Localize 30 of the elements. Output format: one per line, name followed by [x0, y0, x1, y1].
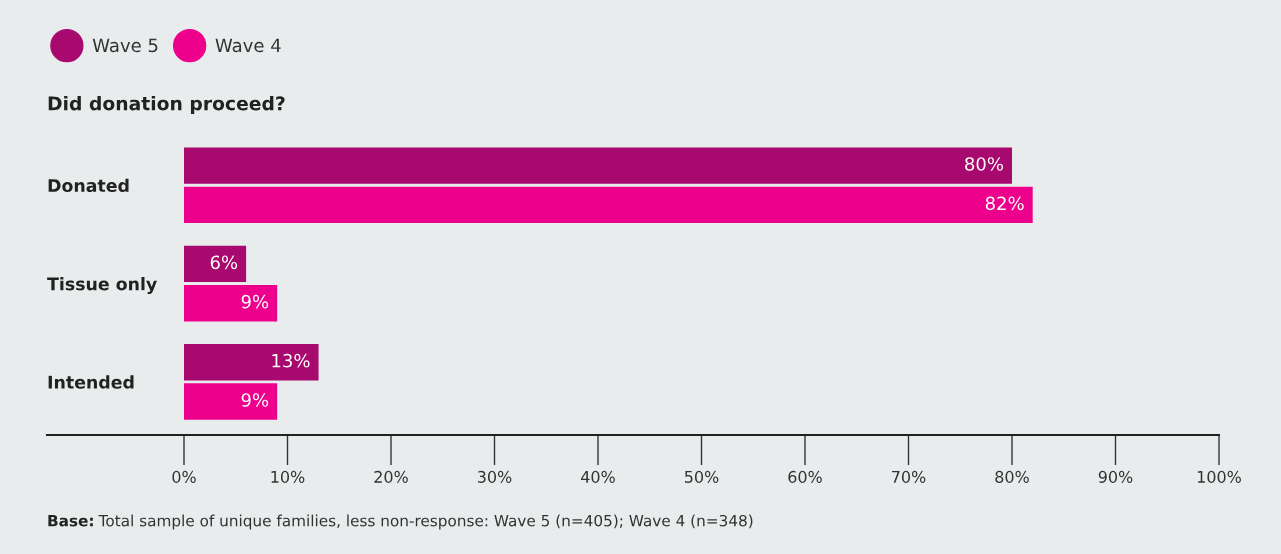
bar [184, 344, 319, 381]
y-tick-label: Intended [48, 375, 134, 389]
bar [184, 383, 278, 420]
bar [184, 147, 1012, 184]
y-tick-label: Tissue only [47, 276, 157, 294]
text: Base: Total sample of unique families, less non-response: Wave 5 (n=405); Wave 4 (n=348) [48, 514, 753, 530]
x-tick-label: 90% [1098, 470, 1133, 483]
x-tick-label: 60% [788, 470, 822, 483]
data-label: 9% [241, 294, 269, 309]
data-label: 6% [210, 255, 238, 270]
x-tick-label: 40% [581, 470, 615, 483]
x-tick-label: 10% [271, 470, 305, 483]
x-tick-label: 70% [892, 470, 926, 483]
x-tick-label: 0% [172, 470, 196, 483]
bar [184, 186, 1033, 224]
chart-title: Did donation proceed? [48, 95, 285, 115]
bar [184, 245, 247, 283]
x-tick-label: 20% [374, 470, 408, 483]
bar [184, 285, 278, 322]
x-tick-label: 100% [1197, 470, 1241, 483]
data-label: 13% [272, 353, 310, 368]
x-tick-label: 50% [684, 470, 719, 483]
y-tick-label: Donated [48, 178, 129, 193]
x-tick-label: 80% [995, 470, 1029, 483]
data-label: 82% [985, 196, 1024, 211]
x-tick-label: 30% [477, 470, 512, 483]
legend-label: Wave 4 [215, 38, 281, 53]
legend-label: Wave 5 [92, 38, 158, 53]
data-label: 80% [965, 157, 1003, 171]
data-label: 9% [241, 393, 269, 407]
